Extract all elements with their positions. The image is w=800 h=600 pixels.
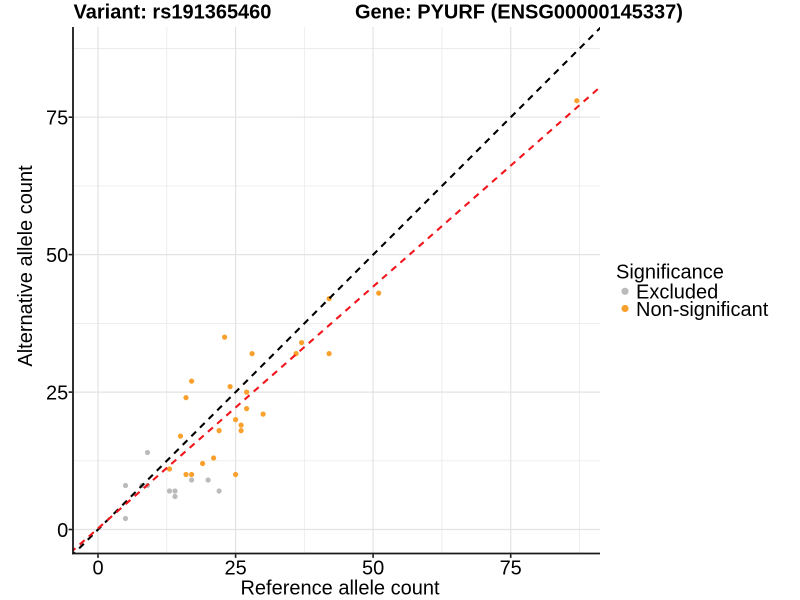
svg-text:Significance: Significance xyxy=(616,262,724,284)
svg-text:Gene: PYURF (ENSG00000145337): Gene: PYURF (ENSG00000145337) xyxy=(355,2,683,24)
svg-text:50: 50 xyxy=(46,245,68,267)
svg-text:Alternative allele count: Alternative allele count xyxy=(15,165,37,367)
svg-text:Reference allele count: Reference allele count xyxy=(240,578,439,600)
svg-text:Variant: rs191365460: Variant: rs191365460 xyxy=(74,2,272,24)
svg-text:25: 25 xyxy=(224,557,246,579)
svg-text:0: 0 xyxy=(57,520,68,542)
svg-text:75: 75 xyxy=(500,557,522,579)
svg-text:Excluded: Excluded xyxy=(636,282,718,304)
svg-text:Non-significant: Non-significant xyxy=(636,299,769,321)
svg-text:75: 75 xyxy=(46,108,68,130)
svg-text:25: 25 xyxy=(46,382,68,404)
svg-text:0: 0 xyxy=(92,557,103,579)
svg-text:50: 50 xyxy=(362,557,384,579)
